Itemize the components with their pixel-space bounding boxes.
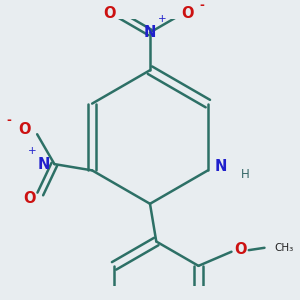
Text: +: + bbox=[28, 146, 37, 156]
Text: N: N bbox=[144, 25, 156, 40]
Text: H: H bbox=[240, 168, 249, 181]
Text: O: O bbox=[23, 191, 35, 206]
Text: O: O bbox=[103, 6, 116, 21]
Text: -: - bbox=[200, 0, 204, 12]
Text: O: O bbox=[18, 122, 31, 137]
Text: -: - bbox=[6, 114, 11, 127]
Text: CH₃: CH₃ bbox=[274, 243, 293, 253]
Text: O: O bbox=[182, 6, 194, 21]
Text: N: N bbox=[37, 157, 50, 172]
Text: O: O bbox=[234, 242, 246, 257]
Text: +: + bbox=[158, 14, 166, 24]
Text: N: N bbox=[215, 159, 227, 174]
